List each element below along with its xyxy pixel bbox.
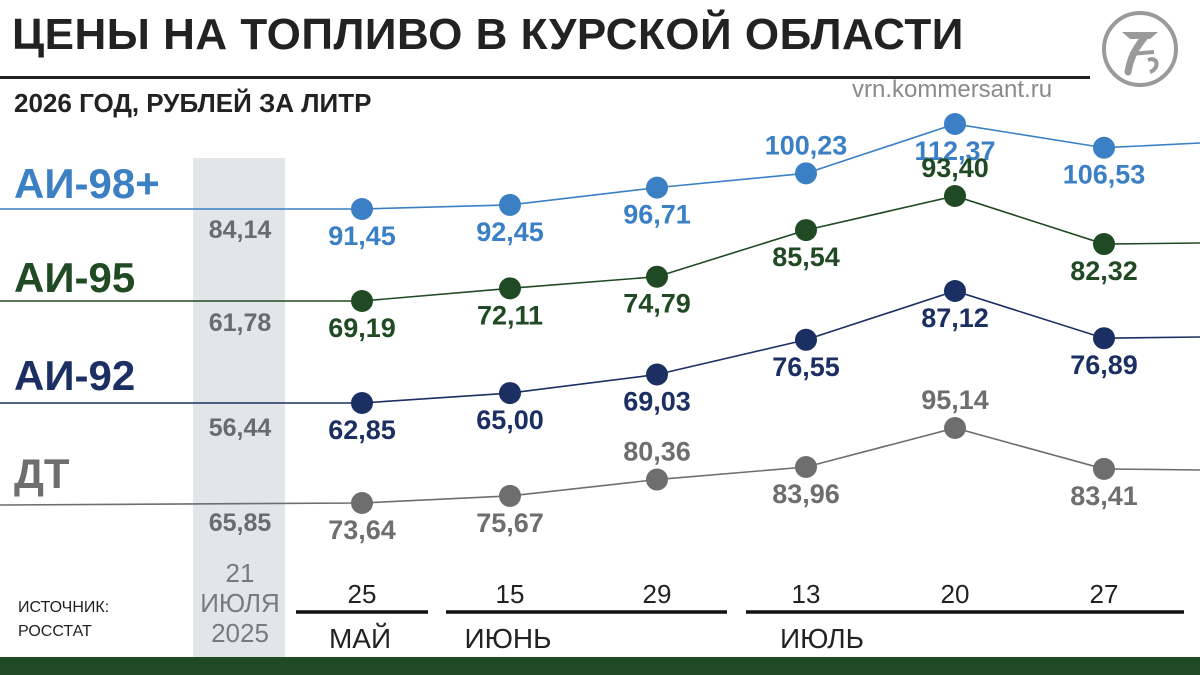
data-point-1-4 [944,185,966,207]
data-point-1-0 [351,290,373,312]
x-tick-label-5: 27 [1090,579,1119,609]
source-value: РОССТАТ [18,623,92,640]
source-note: ИСТОЧНИК: РОССТАТ [18,596,109,644]
x-tick-label-3: 13 [792,579,821,609]
data-point-1-3 [795,219,817,242]
data-label-0-4: 112,37 [914,136,995,166]
data-label-1-2: 74,79 [623,289,691,319]
baseline-column-band [193,158,285,658]
series-line-2 [0,290,1200,404]
x-tick-label-2: 29 [643,579,672,609]
data-point-3-4 [944,417,966,439]
series-name-1: АИ-95 [14,254,135,301]
data-point-0-5 [1093,136,1115,159]
x-tick-label-0: 25 [348,579,377,609]
data-label-1-0: 69,19 [328,313,396,343]
data-point-2-1 [499,382,521,405]
data-label-2-1: 65,00 [476,405,544,435]
title-rule [0,76,1090,79]
source-label: ИСТОЧНИК: [18,599,110,616]
series-name-2: АИ-92 [14,352,135,399]
series-line-3 [0,427,1200,506]
month-label-2: ИЮЛЬ [780,623,864,654]
data-point-2-4 [944,280,966,302]
data-point-3-2 [646,468,668,491]
data-label-0-3: 100,23 [765,130,848,160]
data-point-0-0 [351,198,373,220]
data-point-2-5 [1093,327,1115,350]
data-point-0-3 [795,162,817,185]
baseline-value-0: 84,14 [209,216,272,244]
data-point-3-1 [499,484,521,507]
series-name-3: ДТ [14,450,70,497]
data-label-0-5: 106,53 [1063,160,1146,190]
data-label-3-0: 73,64 [328,515,396,545]
data-point-0-2 [646,176,668,199]
data-point-2-0 [351,392,373,414]
bottom-bar [0,657,1200,675]
data-point-3-3 [795,456,817,478]
data-label-0-1: 92,45 [476,217,544,247]
data-point-0-1 [499,193,521,216]
baseline-value-3: 65,85 [209,509,272,537]
month-label-1: ИЮНЬ [464,623,551,654]
data-label-2-5: 76,89 [1070,350,1138,380]
data-label-2-2: 69,03 [623,386,691,416]
data-label-1-3: 85,54 [772,242,840,272]
data-label-3-2: 80,36 [623,437,691,467]
series-name-0: АИ-98+ [14,160,160,207]
data-label-2-0: 62,85 [328,415,396,445]
baseline-date-line-2: 2025 [211,618,269,648]
kommersant-logo-icon [1102,11,1178,87]
data-point-1-1 [499,277,521,300]
data-point-0-4 [944,113,966,135]
chart-title: ЦЕНЫ НА ТОПЛИВО В КУРСКОЙ ОБЛАСТИ [12,10,964,59]
data-label-1-5: 82,32 [1070,256,1138,286]
data-point-3-0 [351,492,373,514]
data-label-3-4: 95,14 [921,385,989,415]
data-label-2-3: 76,55 [772,352,840,382]
month-label-0: МАЙ [329,623,391,654]
x-tick-label-4: 20 [941,579,970,609]
data-label-0-2: 96,71 [623,200,691,230]
data-label-1-1: 72,11 [477,300,543,330]
data-label-0-0: 91,45 [328,221,396,251]
data-label-3-5: 83,41 [1070,481,1138,511]
data-point-1-5 [1093,233,1115,256]
data-point-2-2 [646,363,668,386]
series-line-1 [0,195,1200,302]
data-label-2-4: 87,12 [921,303,989,333]
data-point-3-5 [1093,457,1115,480]
data-point-2-3 [795,328,817,351]
baseline-date-line-1: ИЮЛЯ [200,588,280,618]
series-line-0 [0,123,1200,210]
baseline-value-2: 56,44 [209,414,272,442]
x-tick-label-1: 15 [496,579,525,609]
data-label-3-1: 75,67 [476,508,544,538]
site-url: vrn.kommersant.ru [852,76,1053,103]
data-point-1-2 [646,265,668,288]
chart-subtitle: 2026 ГОД, РУБЛЕЙ ЗА ЛИТР [14,88,372,118]
baseline-date-line-0: 21 [226,558,255,588]
baseline-value-1: 61,78 [209,309,272,337]
data-label-3-3: 83,96 [772,479,840,509]
data-label-1-4: 93,40 [921,153,989,183]
